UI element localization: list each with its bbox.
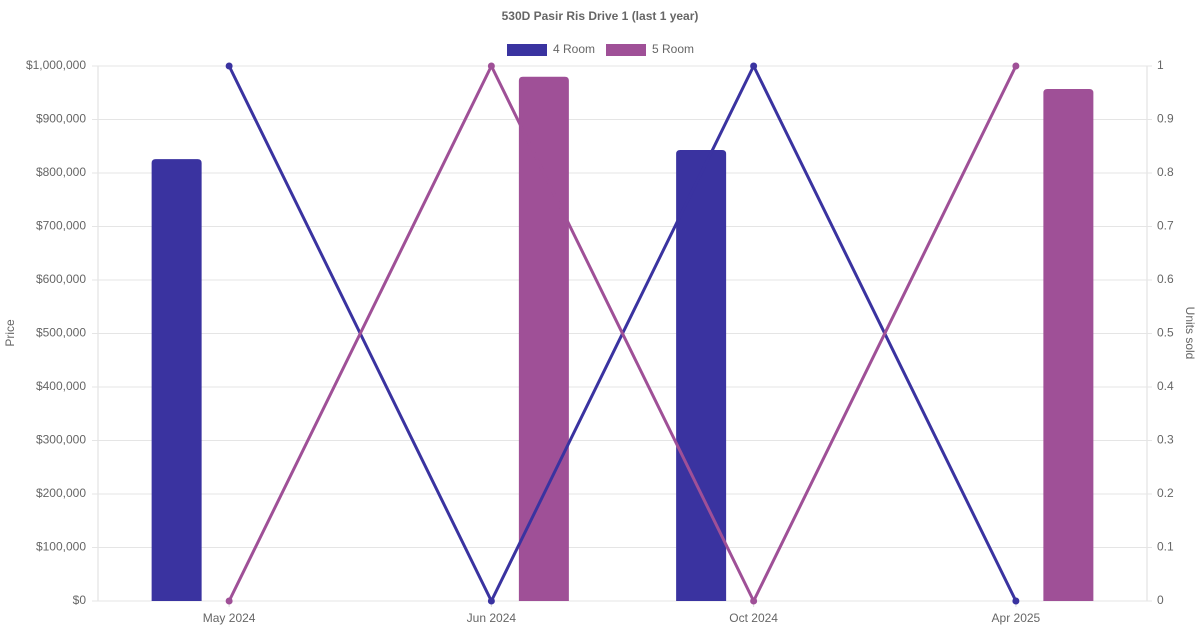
legend-label: 4 Room (553, 42, 595, 56)
y-tick-label: $800,000 (36, 165, 86, 179)
y2-tick-label: 0.6 (1157, 272, 1174, 286)
y-tick-label: $200,000 (36, 486, 86, 500)
y2-tick-label: 0.2 (1157, 486, 1174, 500)
y-tick-label: $100,000 (36, 540, 86, 554)
y-tick-label: $600,000 (36, 272, 86, 286)
y-tick-label: $900,000 (36, 112, 86, 126)
legend-swatch (507, 44, 547, 56)
point (487, 597, 495, 605)
y2-tick-label: 0.8 (1157, 165, 1174, 179)
y2-tick-label: 0.9 (1157, 112, 1174, 126)
y2-tick-label: 0.7 (1157, 219, 1174, 233)
y-tick-label: $300,000 (36, 433, 86, 447)
point (750, 597, 758, 605)
point (750, 62, 758, 70)
line (227, 62, 1018, 605)
y2-tick-label: 0.5 (1157, 326, 1174, 340)
x-tick-label: May 2024 (203, 611, 256, 625)
point (1012, 597, 1020, 605)
y2-axis-title: Units sold (1183, 307, 1197, 360)
y-tick-label: $700,000 (36, 219, 86, 233)
chart-title: 530D Pasir Ris Drive 1 (last 1 year) (502, 9, 699, 23)
y2-tick-label: 0.4 (1157, 379, 1174, 393)
bar (518, 76, 569, 601)
y-tick-label: $1,000,000 (26, 58, 86, 72)
y-tick-label: $0 (73, 593, 87, 607)
bar (1043, 89, 1094, 601)
x-tick-label: Apr 2025 (992, 611, 1041, 625)
legend-label: 5 Room (652, 42, 694, 56)
point (487, 62, 495, 70)
y-tick-label: $500,000 (36, 326, 86, 340)
point (1012, 62, 1020, 70)
bar (151, 159, 202, 601)
y-axis-title: Price (3, 319, 17, 347)
y2-tick-label: 0.3 (1157, 433, 1174, 447)
x-tick-label: Jun 2024 (467, 611, 517, 625)
y2-tick-label: 0 (1157, 593, 1164, 607)
x-tick-label: Oct 2024 (729, 611, 778, 625)
point (225, 62, 233, 70)
point (225, 597, 233, 605)
y2-tick-label: 0.1 (1157, 540, 1174, 554)
y-tick-label: $400,000 (36, 379, 86, 393)
y2-tick-label: 1 (1157, 58, 1164, 72)
legend-swatch (606, 44, 646, 56)
bar (676, 149, 727, 601)
